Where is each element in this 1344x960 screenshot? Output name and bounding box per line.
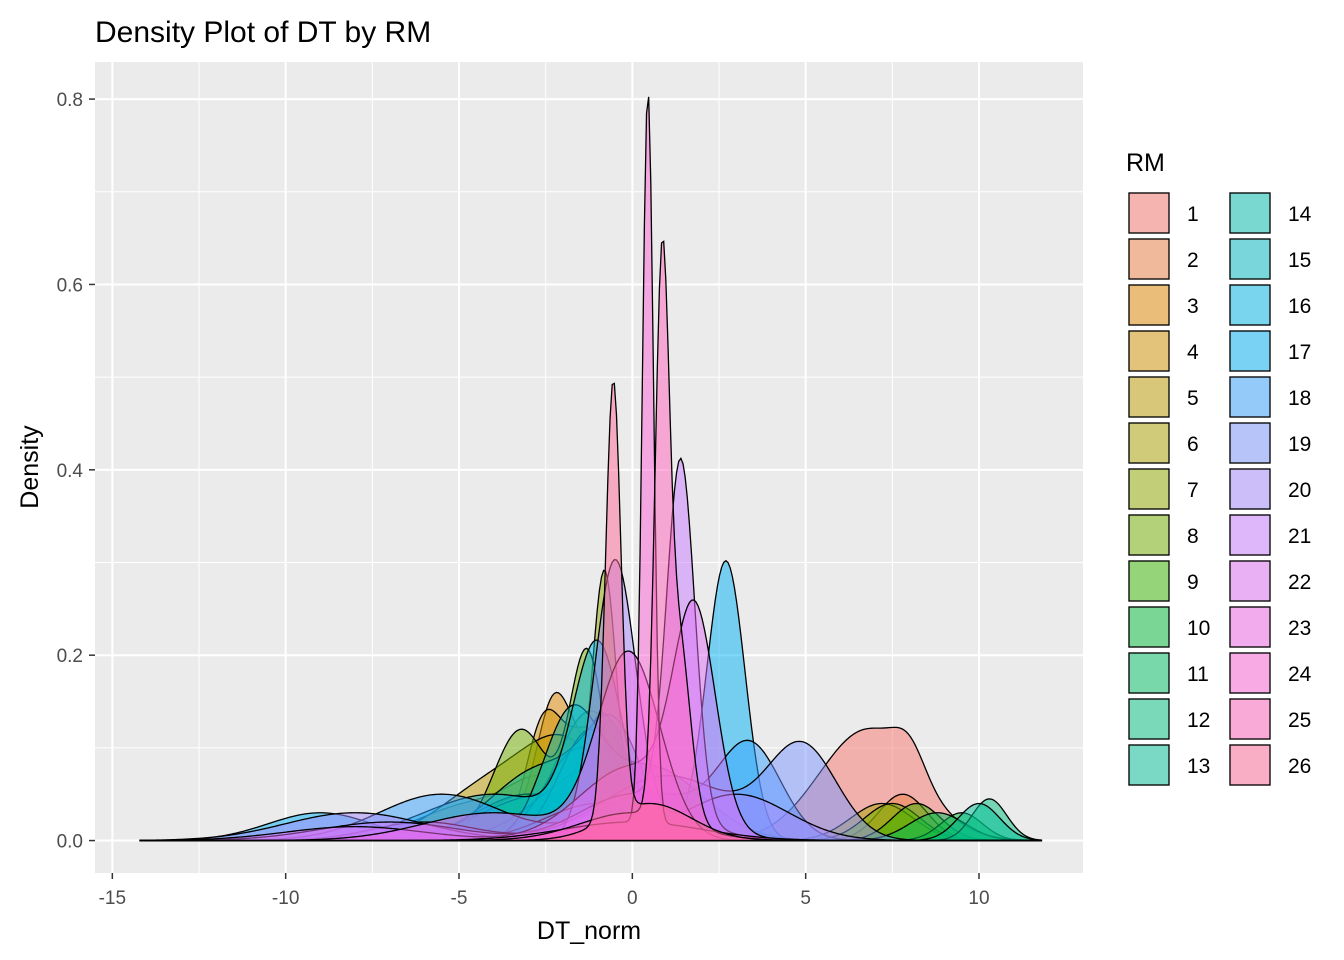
legend-key-rm-25 — [1229, 698, 1271, 740]
legend-key-rm-3 — [1128, 284, 1170, 326]
chart-title: Density Plot of DT by RM — [95, 16, 431, 49]
legend-key-rm-11 — [1128, 652, 1170, 694]
legend-label-rm-4: 4 — [1187, 341, 1199, 364]
legend-label-rm-11: 11 — [1187, 663, 1209, 686]
legend-label-rm-2: 2 — [1187, 249, 1199, 272]
legend-key-rm-7 — [1128, 468, 1170, 510]
legend-label-rm-10: 10 — [1187, 617, 1210, 640]
legend-label-rm-8: 8 — [1187, 525, 1199, 548]
legend-title: RM — [1126, 149, 1165, 177]
legend-key-rm-26 — [1229, 744, 1271, 786]
legend-label-rm-24: 24 — [1288, 663, 1312, 686]
legend-key-rm-9 — [1128, 560, 1170, 602]
y-axis: 0.0 0.2 0.4 0.6 0.8 — [57, 90, 95, 853]
legend-label-rm-15: 15 — [1288, 249, 1311, 272]
legend-label-rm-25: 25 — [1288, 709, 1311, 732]
y-tick-label: 0.6 — [57, 275, 83, 296]
x-tick-label: -15 — [99, 888, 126, 909]
x-tick-label: 10 — [968, 888, 989, 909]
legend-label-rm-22: 22 — [1288, 571, 1311, 594]
legend-label-rm-23: 23 — [1288, 617, 1311, 640]
legend-key-rm-22 — [1229, 560, 1271, 602]
x-axis: -15 -10 -5 0 5 10 — [99, 873, 990, 909]
y-tick-label: 0.2 — [57, 646, 83, 667]
legend-label-rm-3: 3 — [1187, 295, 1199, 318]
legend-key-rm-8 — [1128, 514, 1170, 556]
legend-key-rm-5 — [1128, 376, 1170, 418]
legend-key-rm-2 — [1128, 238, 1170, 280]
legend-key-rm-1 — [1128, 192, 1170, 234]
legend-key-rm-4 — [1128, 330, 1170, 372]
legend-key-rm-12 — [1128, 698, 1170, 740]
legend-label-rm-1: 1 — [1187, 203, 1199, 226]
legend-key-rm-16 — [1229, 284, 1271, 326]
legend-label-rm-13: 13 — [1187, 755, 1210, 778]
x-tick-label: -10 — [272, 888, 299, 909]
legend-key-rm-18 — [1229, 376, 1271, 418]
legend-label-rm-20: 20 — [1288, 479, 1311, 502]
legend-key-rm-21 — [1229, 514, 1271, 556]
y-axis-title: Density — [16, 425, 44, 509]
x-axis-title: DT_norm — [537, 917, 641, 945]
x-tick-label: 5 — [800, 888, 811, 909]
plot-area — [95, 62, 1083, 873]
x-tick-label: 0 — [627, 888, 638, 909]
legend-label-rm-6: 6 — [1187, 433, 1199, 456]
legend-key-rm-6 — [1128, 422, 1170, 464]
legend-label-rm-17: 17 — [1288, 341, 1311, 364]
legend-key-rm-23 — [1229, 606, 1271, 648]
legend-key-rm-14 — [1229, 192, 1271, 234]
y-tick-label: 0.8 — [57, 90, 83, 111]
legend-label-rm-12: 12 — [1187, 709, 1210, 732]
legend-label-rm-7: 7 — [1187, 479, 1199, 502]
x-tick-label: -5 — [451, 888, 468, 909]
legend-key-rm-19 — [1229, 422, 1271, 464]
legend-label-rm-26: 26 — [1288, 755, 1311, 778]
legend-label-rm-18: 18 — [1288, 387, 1311, 410]
legend-label-rm-19: 19 — [1288, 433, 1311, 456]
legend-key-rm-15 — [1229, 238, 1271, 280]
legend-label-rm-5: 5 — [1187, 387, 1199, 410]
legend: RM 1234567891011121314151617181920212223… — [1126, 149, 1312, 786]
legend-label-rm-21: 21 — [1288, 525, 1311, 548]
y-tick-label: 0.0 — [57, 832, 83, 853]
legend-key-rm-24 — [1229, 652, 1271, 694]
legend-key-rm-20 — [1229, 468, 1271, 510]
legend-label-rm-9: 9 — [1187, 571, 1199, 594]
y-tick-label: 0.4 — [57, 461, 84, 482]
legend-key-rm-13 — [1128, 744, 1170, 786]
legend-label-rm-14: 14 — [1288, 203, 1312, 226]
legend-key-rm-17 — [1229, 330, 1271, 372]
legend-label-rm-16: 16 — [1288, 295, 1311, 318]
density-area-rm-26 — [140, 382, 1042, 842]
legend-key-rm-10 — [1128, 606, 1170, 648]
